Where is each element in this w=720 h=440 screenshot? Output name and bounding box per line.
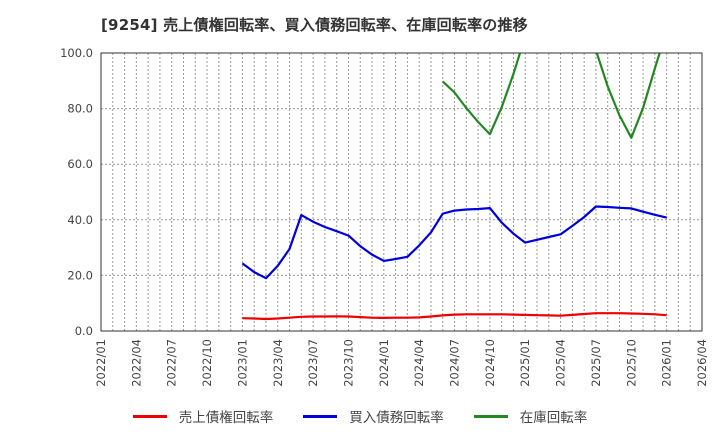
x-tick-label: 2024/10	[483, 339, 497, 387]
legend-swatch-red	[132, 414, 167, 418]
grid-lines	[101, 53, 702, 331]
x-tick-label: 2023/10	[341, 339, 355, 387]
y-tick-label: 20.0	[67, 268, 93, 282]
x-tick-label: 2024/04	[412, 339, 426, 387]
y-tick-label: 80.0	[67, 102, 93, 116]
y-tick-label: 40.0	[67, 213, 93, 227]
x-tick-label: 2025/07	[589, 339, 603, 387]
legend-label: 売上債権回転率	[178, 410, 274, 426]
x-tick-label: 2026/04	[695, 339, 709, 387]
x-tick-label: 2022/10	[200, 339, 214, 387]
legend-item-payables-turnover: 買入債務回転率	[303, 406, 444, 426]
x-tick-label: 2022/04	[129, 339, 143, 387]
series-line-0	[242, 312, 667, 321]
series-line-1	[241, 205, 667, 280]
x-tick-label: 2026/01	[660, 339, 674, 387]
x-tick-label: 2022/01	[94, 339, 108, 387]
legend: 売上債権回転率 買入債務回転率 在庫回転率	[0, 406, 720, 426]
x-tick-label: 2025/01	[518, 339, 532, 387]
y-tick-label: 100.0	[60, 46, 93, 60]
legend-label: 在庫回転率	[519, 410, 588, 426]
x-tick-label: 2025/10	[624, 339, 638, 387]
series-line-2	[441, 53, 661, 139]
x-tick-label: 2024/01	[377, 339, 391, 387]
data-lines	[241, 53, 667, 321]
plot-frame	[100, 52, 703, 332]
x-tick-label: 2022/07	[165, 339, 179, 387]
x-axis: 2022/01 2022/04 2022/07 2022/10 2023/01 2023/…	[94, 339, 709, 387]
x-tick-label: 2023/07	[306, 339, 320, 387]
y-axis: 0.0 20.0 40.0 60.0 80.0 100.0	[60, 46, 93, 338]
legend-swatch-blue	[303, 414, 338, 418]
legend-item-inventory-turnover: 在庫回転率	[473, 406, 588, 426]
x-tick-label: 2023/01	[235, 339, 249, 387]
x-tick-label: 2023/04	[271, 339, 285, 387]
chart-title: [9254] 売上債権回転率、買入債務回転率、在庫回転率の推移	[101, 16, 528, 34]
y-tick-label: 0.0	[75, 324, 93, 338]
legend-swatch-green	[473, 414, 508, 418]
x-tick-label: 2024/07	[448, 339, 462, 387]
legend-label: 買入債務回転率	[349, 410, 444, 426]
legend-item-receivables-turnover: 売上債権回転率	[132, 406, 274, 426]
y-tick-label: 60.0	[67, 157, 93, 171]
x-tick-label: 2025/04	[554, 339, 568, 387]
